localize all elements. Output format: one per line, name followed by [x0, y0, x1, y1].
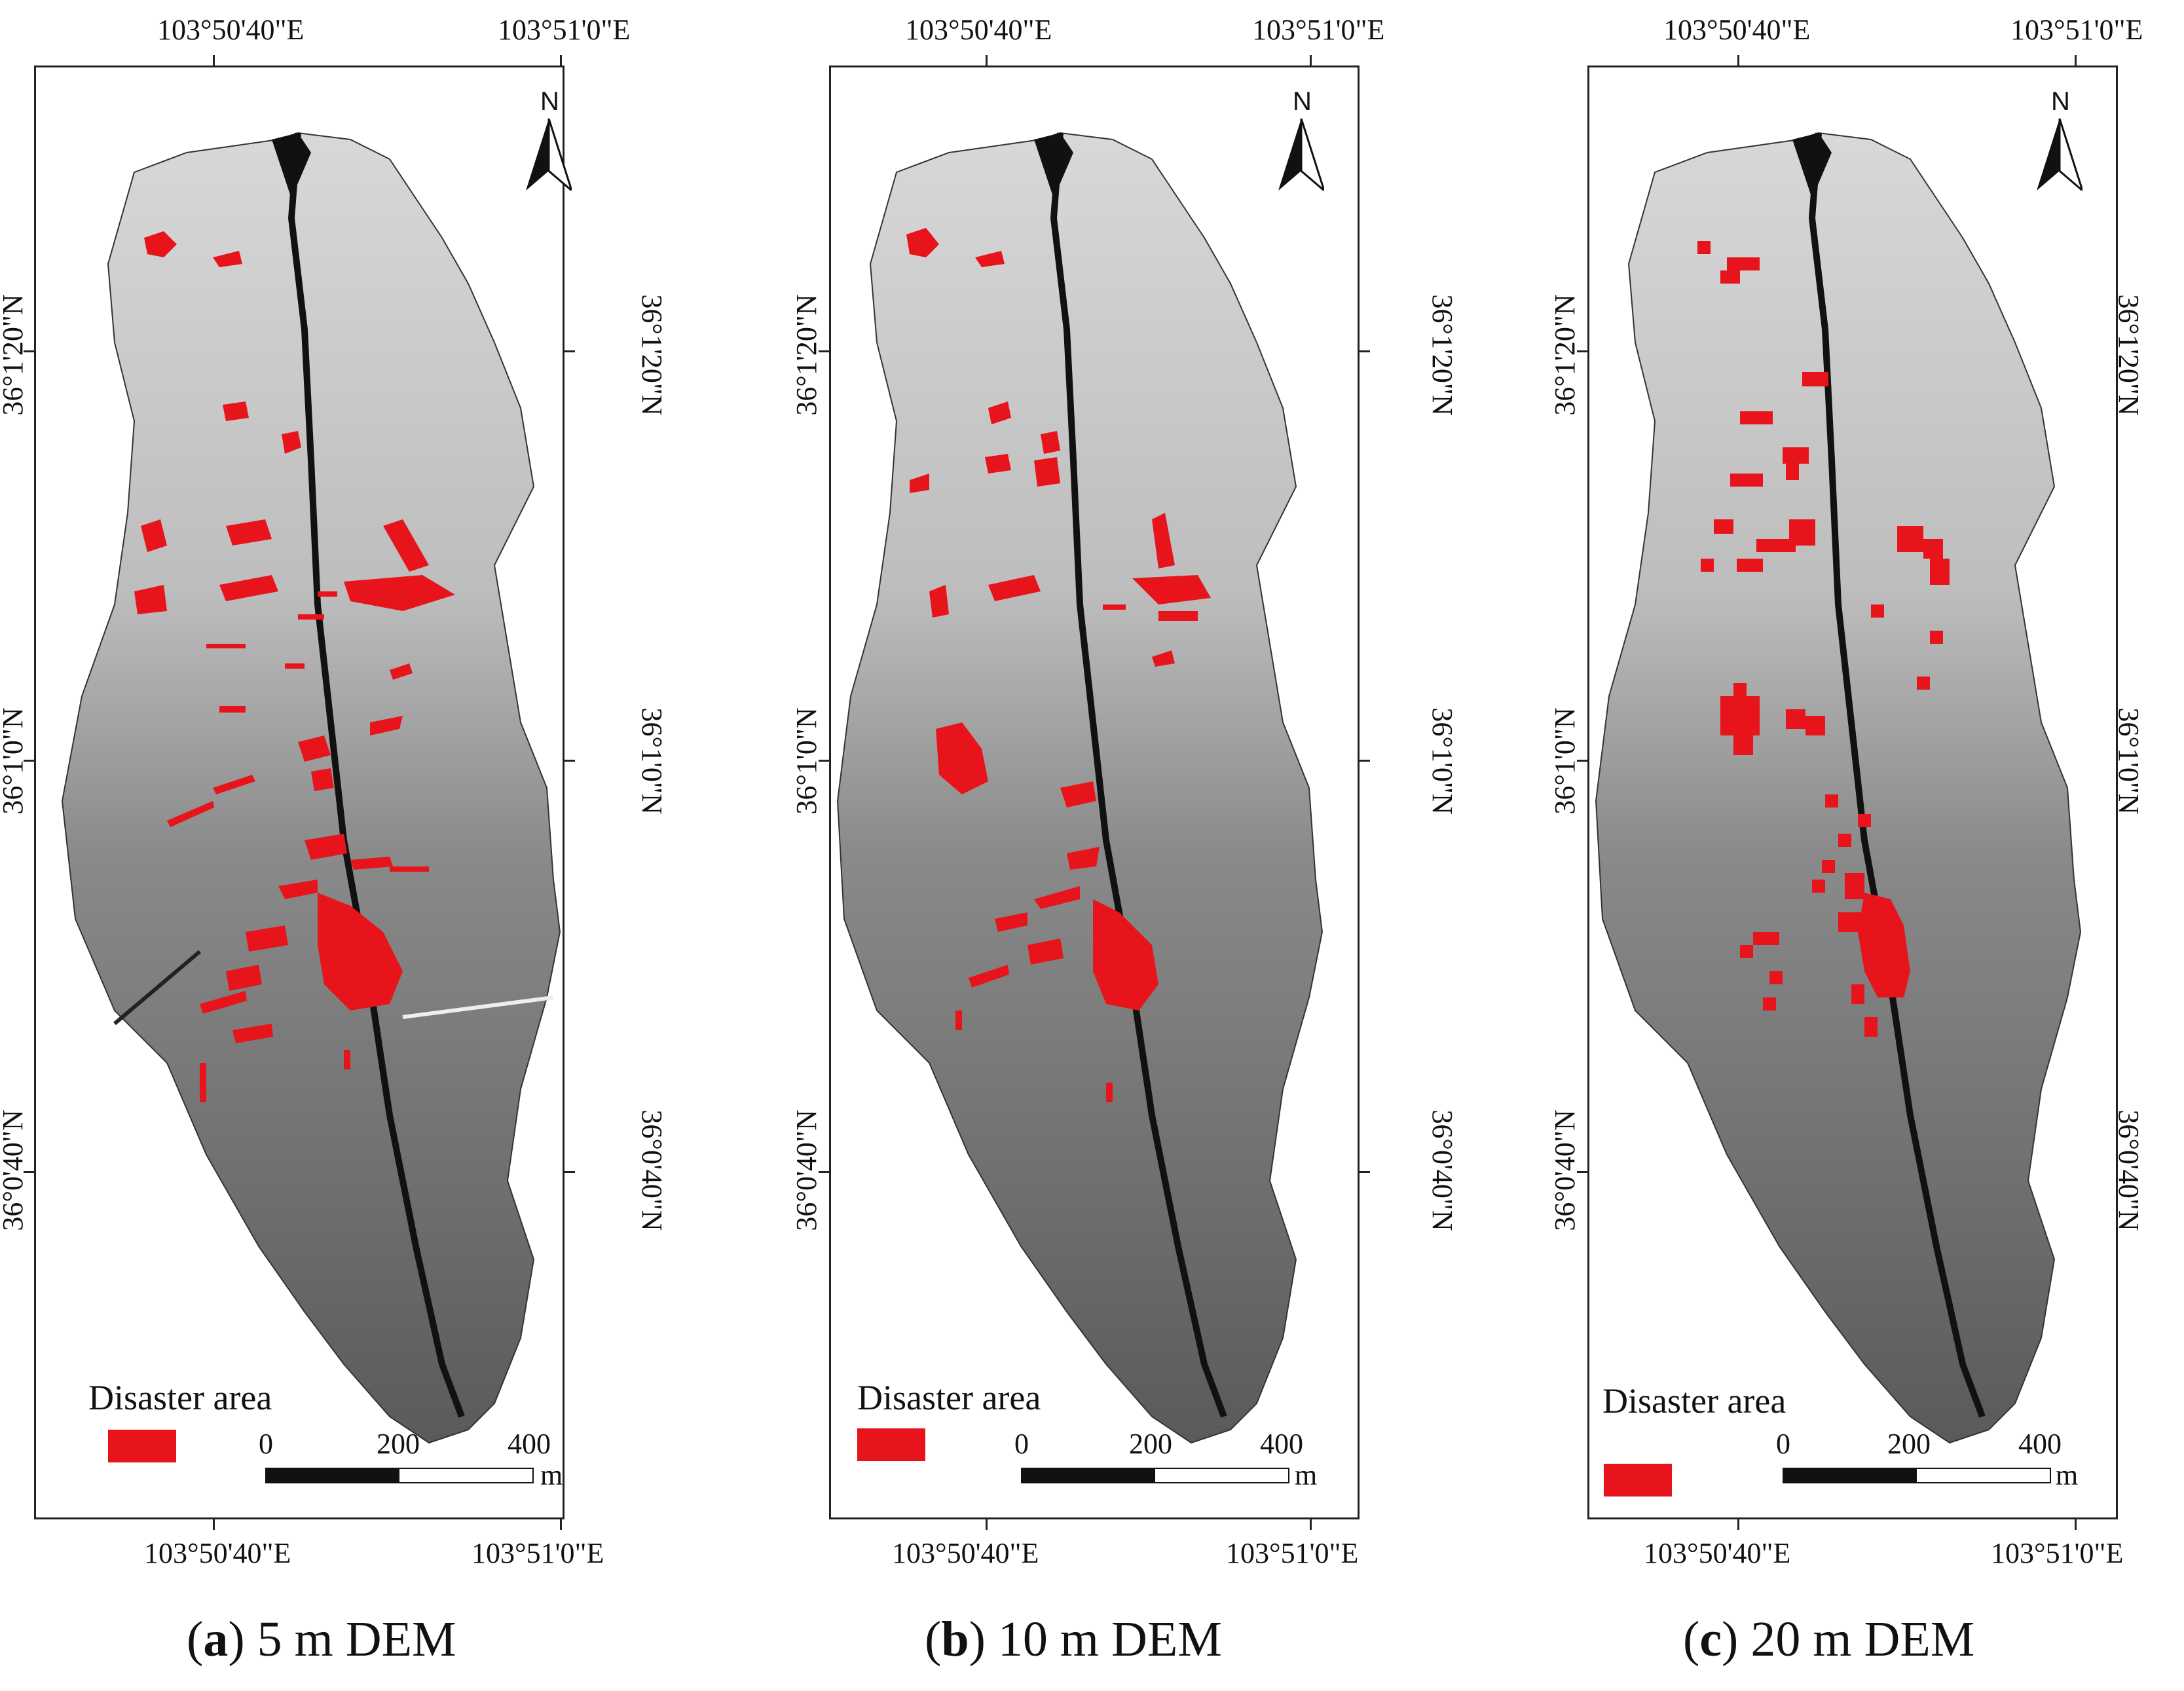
right-lat-label-lower: 36°0'40"N: [2113, 1109, 2145, 1231]
right-lat-label-mid: 36°1'0"N: [2113, 707, 2145, 815]
map-frame: N Disaster area 0 200 400 m: [34, 65, 572, 1519]
left-lat-label-mid: 36°1'0"N: [790, 707, 823, 815]
disaster-area-patches: [1697, 241, 1950, 1037]
north-label: N: [2051, 87, 2070, 116]
scale-unit: m: [540, 1459, 563, 1491]
right-lat-label-mid: 36°1'0"N: [636, 707, 668, 815]
left-lat-label-upper: 36°1'20"N: [0, 294, 29, 416]
scale-label-0: 0: [259, 1428, 273, 1460]
scale-label-0: 0: [1776, 1428, 1790, 1460]
north-arrow-icon: [526, 119, 572, 191]
legend-disaster-swatch: [1604, 1464, 1672, 1496]
scale-unit: m: [2056, 1459, 2079, 1491]
left-lat-label-mid: 36°1'0"N: [0, 707, 29, 815]
top-left-longitude-label: 103°50'40"E: [157, 14, 305, 46]
top-left-longitude-label: 103°50'40"E: [905, 14, 1052, 46]
map-panel-a: 103°50'40"E 103°51'0"E: [0, 0, 727, 1691]
scale-label-400: 400: [508, 1428, 551, 1460]
legend-title: Disaster area: [88, 1378, 272, 1417]
map-frame: N Disaster area 0 200 400 m: [1587, 65, 2118, 1519]
panel-caption: (b) 10 m DEM: [925, 1612, 1222, 1667]
panel-caption: (a) 5 m DEM: [187, 1612, 456, 1667]
disaster-area-patches: [134, 231, 455, 1102]
left-lat-label-lower: 36°0'40"N: [1549, 1109, 1581, 1231]
panel-caption: (c) 20 m DEM: [1683, 1612, 1975, 1667]
bottom-left-longitude-label: 103°50'40"E: [144, 1537, 291, 1569]
legend-title: Disaster area: [857, 1378, 1041, 1417]
north-label: N: [1293, 87, 1312, 116]
channel-line: [1050, 132, 1227, 1418]
terrain-map: [836, 132, 1323, 1444]
bottom-left-longitude-label: 103°50'40"E: [1644, 1537, 1791, 1569]
top-right-longitude-label: 103°51'0"E: [2010, 14, 2143, 46]
scale-label-0: 0: [1014, 1428, 1029, 1460]
scale-label-200: 200: [1887, 1428, 1931, 1460]
left-lat-label-upper: 36°1'20"N: [790, 294, 823, 416]
bottom-right-longitude-label: 103°51'0"E: [1991, 1537, 2124, 1569]
terrain-map: [1595, 132, 2082, 1444]
top-left-longitude-label: 103°50'40"E: [1663, 14, 1811, 46]
right-lat-label-lower: 36°0'40"N: [636, 1109, 668, 1231]
north-arrow-icon: [2037, 119, 2082, 191]
map-panel-c: 103°50'40"E 103°51'0"E: [1447, 0, 2174, 1691]
scale-bar: [1021, 1468, 1289, 1483]
left-lat-label-mid: 36°1'0"N: [1549, 707, 1581, 815]
left-lat-label-upper: 36°1'20"N: [1549, 294, 1581, 416]
legend-disaster-swatch: [857, 1428, 925, 1461]
scale-unit: m: [1295, 1459, 1318, 1491]
scale-label-200: 200: [1129, 1428, 1172, 1460]
channel-line: [1808, 132, 1986, 1418]
scale-label-200: 200: [377, 1428, 420, 1460]
scale-bar: [265, 1468, 534, 1483]
top-right-longitude-label: 103°51'0"E: [1252, 14, 1385, 46]
channel-line: [287, 132, 465, 1418]
right-lat-label-upper: 36°1'20"N: [636, 294, 668, 416]
scale-label-400: 400: [1260, 1428, 1303, 1460]
legend-disaster-swatch: [108, 1430, 176, 1462]
bottom-right-longitude-label: 103°51'0"E: [472, 1537, 604, 1569]
north-arrow-icon: [1278, 119, 1324, 191]
legend-title: Disaster area: [1602, 1381, 1786, 1421]
map-panel-b: 103°50'40"E 103°51'0"E: [754, 0, 1481, 1691]
right-lat-label-upper: 36°1'20"N: [2113, 294, 2145, 416]
left-lat-label-lower: 36°0'40"N: [790, 1109, 823, 1231]
scale-label-400: 400: [2018, 1428, 2062, 1460]
scale-bar: [1783, 1468, 2051, 1483]
disaster-area-patches: [906, 228, 1211, 1102]
catchment-terrain: [1595, 132, 2082, 1444]
north-label: N: [540, 87, 559, 116]
map-frame: N Disaster area 0 200 400 m: [829, 65, 1360, 1519]
bottom-left-longitude-label: 103°50'40"E: [892, 1537, 1039, 1569]
top-right-longitude-label: 103°51'0"E: [498, 14, 631, 46]
terrain-map: [61, 132, 561, 1444]
catchment-terrain: [61, 132, 561, 1444]
bottom-right-longitude-label: 103°51'0"E: [1226, 1537, 1359, 1569]
left-lat-label-lower: 36°0'40"N: [0, 1109, 29, 1231]
